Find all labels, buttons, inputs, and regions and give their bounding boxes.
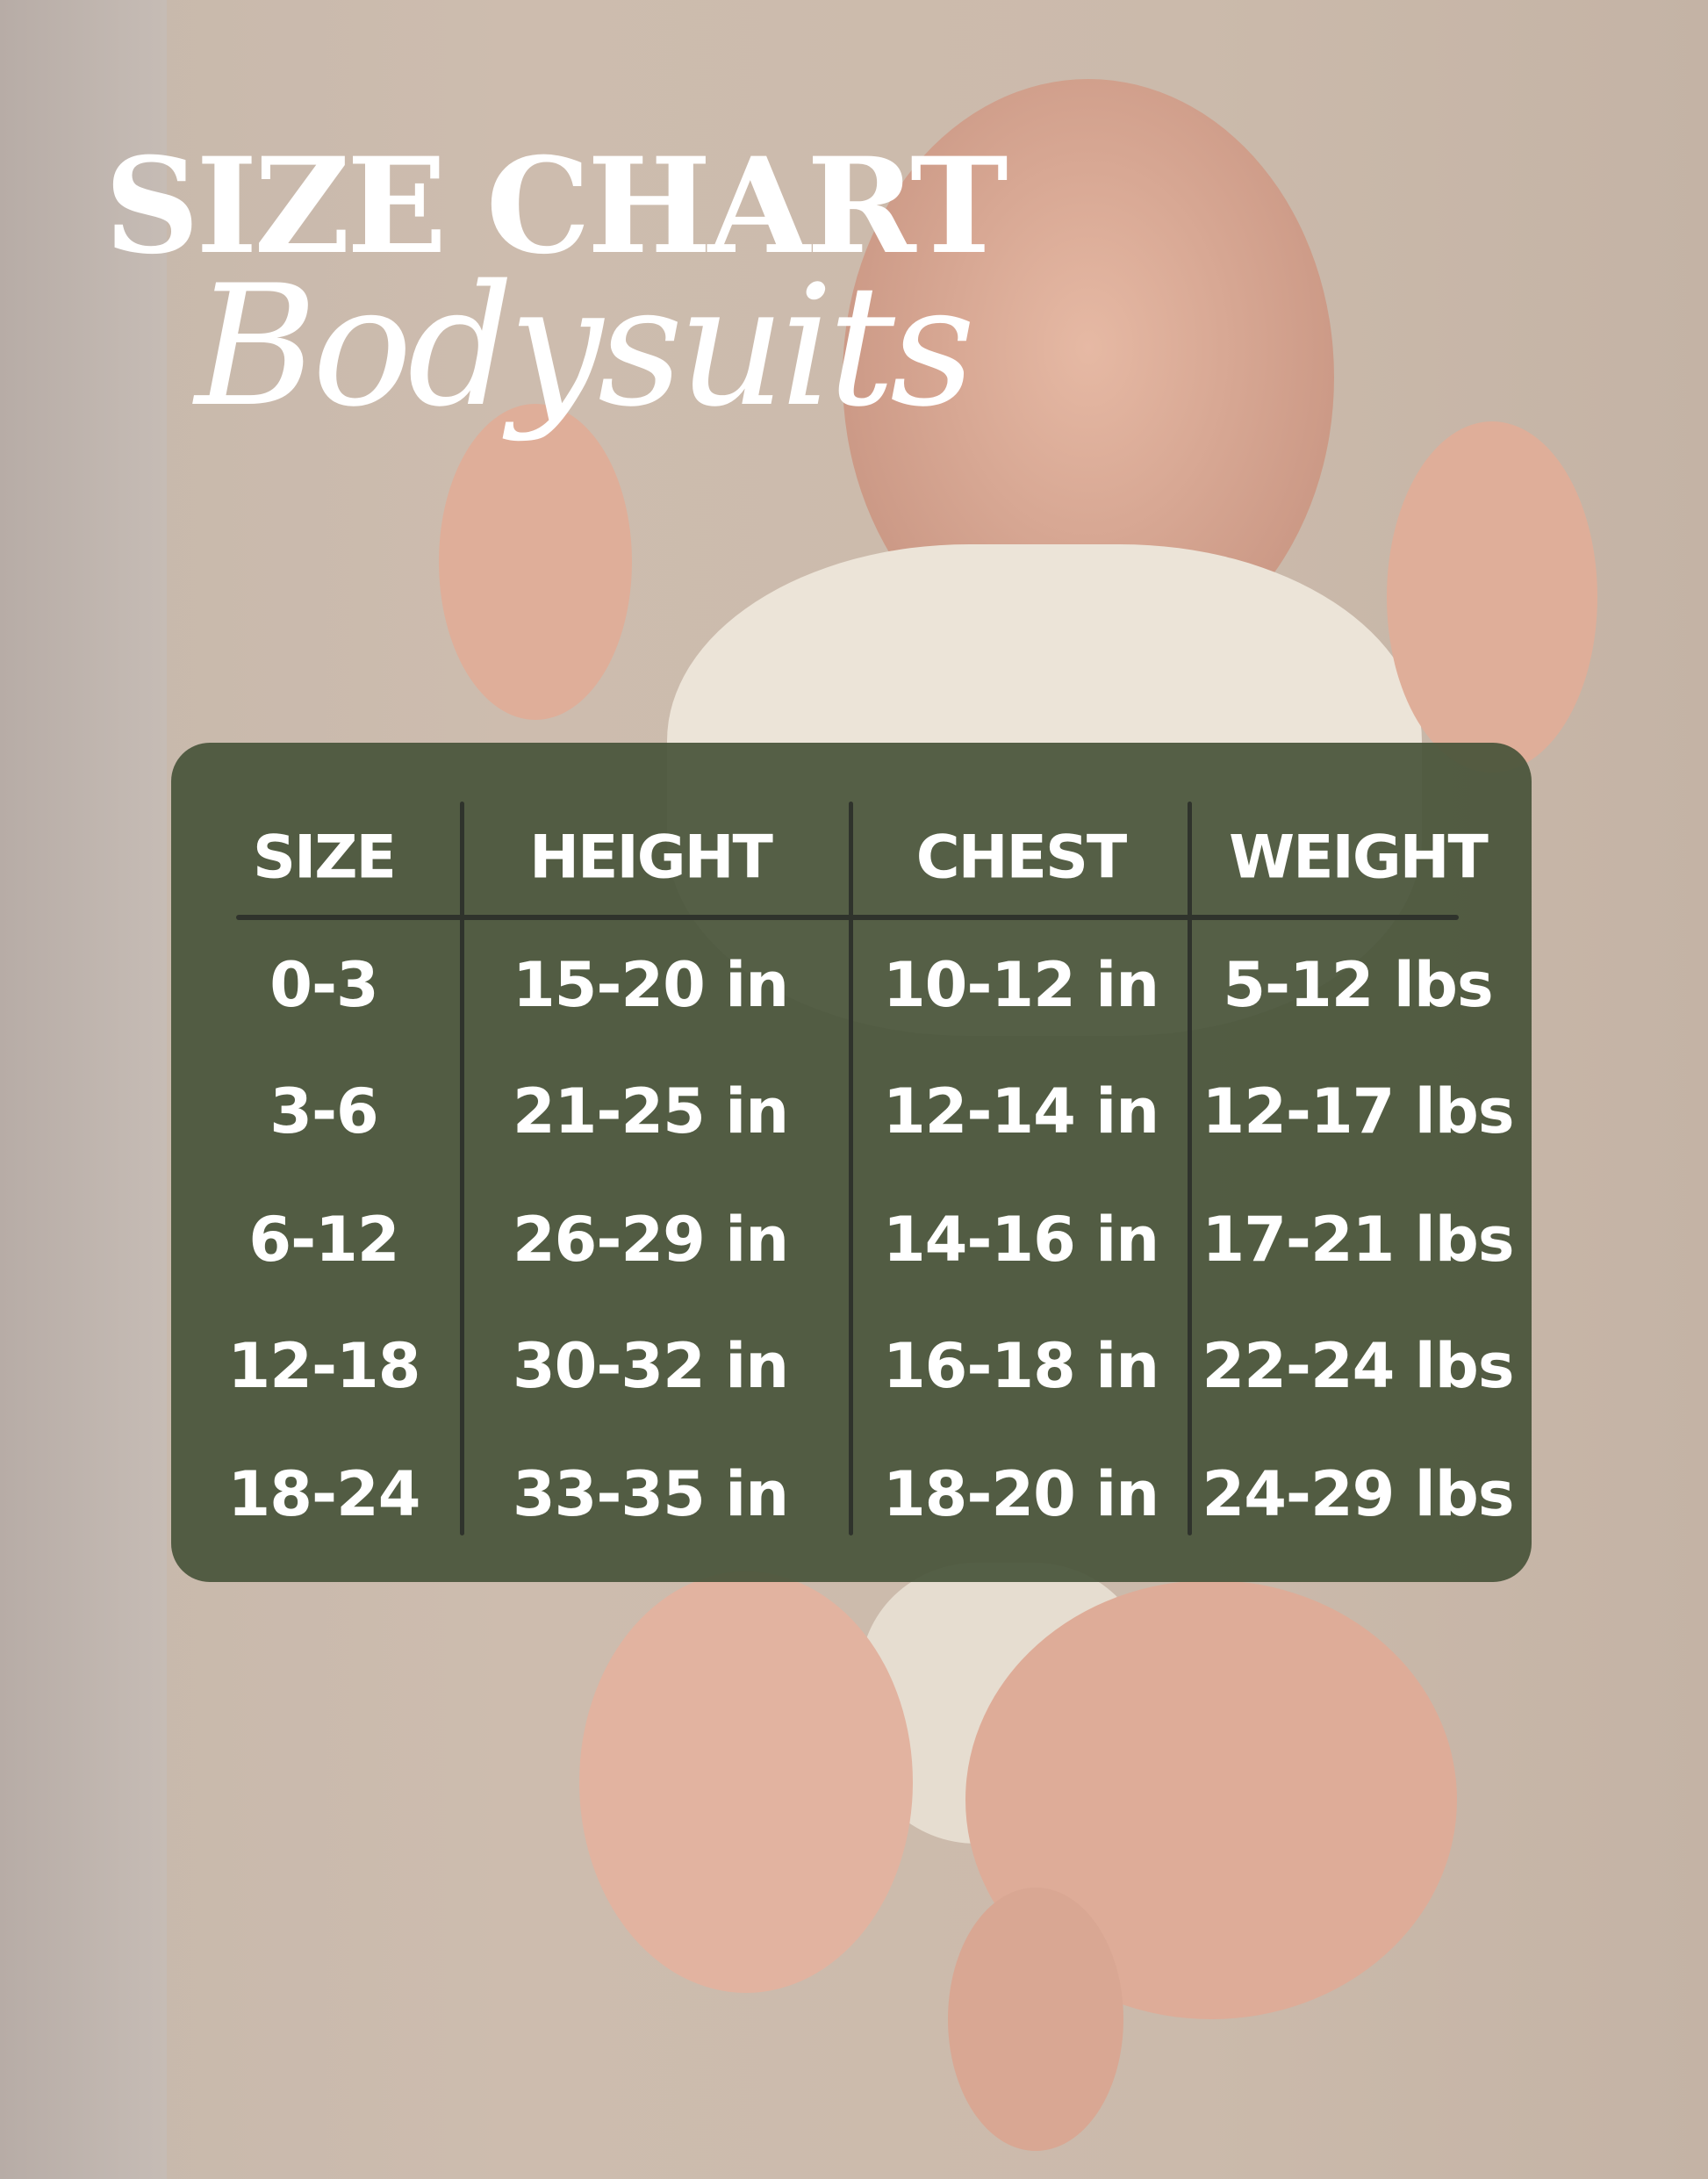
table-cell-weight: 17-21 lbs xyxy=(1202,1204,1514,1276)
page-title: SIZE CHART xyxy=(104,129,1008,284)
table-cell-weight: 22-24 lbs xyxy=(1202,1330,1514,1402)
baby-arm-right xyxy=(1387,421,1597,773)
baby-foot xyxy=(948,1888,1123,2151)
table-cell-height: 30-32 in xyxy=(512,1330,789,1402)
table-cell-size: 18-24 xyxy=(227,1458,421,1530)
table-cell-height: 26-29 in xyxy=(512,1204,789,1276)
table-cell-chest: 10-12 in xyxy=(882,949,1159,1021)
table-cell-weight: 24-29 lbs xyxy=(1202,1458,1514,1530)
star-fabric xyxy=(0,0,167,2179)
table-cell-weight: 5-12 lbs xyxy=(1223,949,1493,1021)
table-cell-chest: 16-18 in xyxy=(882,1330,1159,1402)
table-cell-chest: 14-16 in xyxy=(882,1204,1159,1276)
table-cell-weight: 12-17 lbs xyxy=(1202,1075,1514,1147)
column-divider xyxy=(1188,802,1192,1535)
column-header-chest: CHEST xyxy=(915,823,1128,893)
table-cell-chest: 18-20 in xyxy=(882,1458,1159,1530)
table-cell-height: 15-20 in xyxy=(512,949,789,1021)
table-cell-size: 0-3 xyxy=(269,949,378,1021)
baby-leg-left xyxy=(579,1571,913,1993)
column-header-weight: WEIGHT xyxy=(1229,823,1489,893)
table-cell-size: 6-12 xyxy=(248,1204,399,1276)
page-subtitle: Bodysuits xyxy=(195,249,975,443)
table-cell-size: 3-6 xyxy=(269,1075,378,1147)
column-divider xyxy=(460,802,464,1535)
table-cell-chest: 12-14 in xyxy=(882,1075,1159,1147)
table-cell-height: 21-25 in xyxy=(512,1075,789,1147)
table-cell-height: 33-35 in xyxy=(512,1458,789,1530)
header-divider xyxy=(236,915,1459,920)
baby-arm-left xyxy=(439,404,632,720)
column-header-size: SIZE xyxy=(252,823,397,893)
table-cell-size: 12-18 xyxy=(227,1330,421,1402)
column-header-height: HEIGHT xyxy=(529,823,773,893)
column-divider xyxy=(849,802,853,1535)
